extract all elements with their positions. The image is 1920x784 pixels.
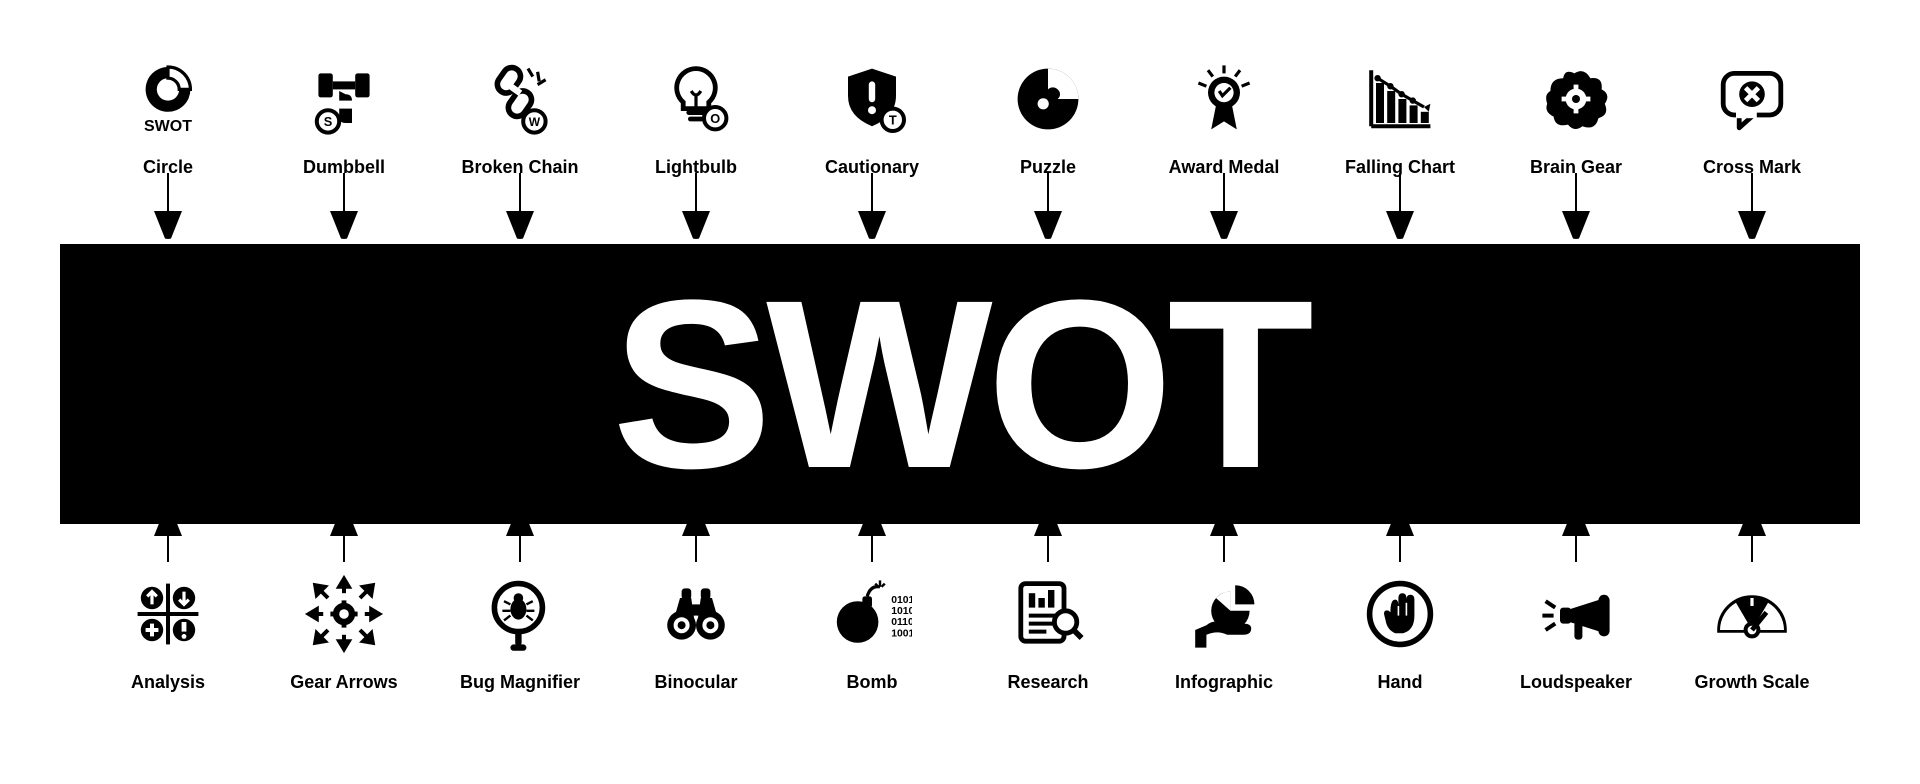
label: Loudspeaker [1520, 672, 1632, 693]
quadrant-icons-icon [124, 570, 212, 658]
cell-gear-arrows: Gear Arrows [256, 570, 432, 693]
label: Growth Scale [1694, 672, 1809, 693]
label: Binocular [654, 672, 737, 693]
connector [1047, 522, 1049, 562]
cell-bomb: 0101 1010 0110 1001 Bomb [784, 570, 960, 693]
icon-row-bottom: Analysis Gear Arrows [0, 570, 1920, 693]
connector [343, 522, 345, 562]
connector [167, 173, 169, 225]
doc-magnifier-icon [1004, 570, 1092, 658]
connector [871, 522, 873, 562]
label: Hand [1378, 672, 1423, 693]
cell-binocular: Binocular [608, 570, 784, 693]
cell-broken-chain: W Broken Chain [432, 55, 608, 178]
award-medal-icon [1180, 55, 1268, 143]
connector [1223, 522, 1225, 562]
cell-brain-gear: Brain Gear [1488, 55, 1664, 178]
hand-pie-icon [1180, 570, 1268, 658]
cell-lightbulb: O Lightbulb [608, 55, 784, 178]
cell-hand: Hand [1312, 570, 1488, 693]
connector [1399, 522, 1401, 562]
cell-research: Research [960, 570, 1136, 693]
cell-award-medal: Award Medal [1136, 55, 1312, 178]
svg-text:1001: 1001 [891, 628, 912, 639]
swot-donut-icon: SWOT [124, 55, 212, 143]
connector [1223, 173, 1225, 225]
connector [1751, 522, 1753, 562]
svg-text:W: W [529, 115, 541, 129]
cell-cross-mark: Cross Mark [1664, 55, 1840, 178]
label: Research [1007, 672, 1088, 693]
bomb-binary-icon: 0101 1010 0110 1001 [828, 570, 916, 658]
lightbulb-icon: O [652, 55, 740, 143]
puzzle-circle-icon [1004, 55, 1092, 143]
svg-text:O: O [710, 111, 720, 126]
label: Gear Arrows [290, 672, 397, 693]
label: Bug Magnifier [460, 672, 580, 693]
megaphone-icon [1532, 570, 1620, 658]
svg-text:0101: 0101 [891, 595, 912, 606]
speech-cross-icon [1708, 55, 1796, 143]
dumbbell-hand-icon: S [300, 55, 388, 143]
label: Infographic [1175, 672, 1273, 693]
icon-row-top: SWOT Circle S Dumbbell [0, 55, 1920, 178]
label: Bomb [847, 672, 898, 693]
connector [695, 173, 697, 225]
binocular-icon [652, 570, 740, 658]
bug-magnifier-icon [476, 570, 564, 658]
hand-circle-icon [1356, 570, 1444, 658]
falling-chart-icon [1356, 55, 1444, 143]
connector [519, 522, 521, 562]
cell-circle: SWOT Circle [80, 55, 256, 178]
shield-warn-icon: T [828, 55, 916, 143]
connector [871, 173, 873, 225]
cell-infographic: Infographic [1136, 570, 1312, 693]
cell-dumbbell: S Dumbbell [256, 55, 432, 178]
title-banner: SWOT [60, 244, 1860, 524]
label: Analysis [131, 672, 205, 693]
connector [1575, 173, 1577, 225]
page-title: SWOT [612, 264, 1308, 504]
connector [167, 522, 169, 562]
connector [343, 173, 345, 225]
connector [1575, 522, 1577, 562]
connector [519, 173, 521, 225]
cell-bug-magnifier: Bug Magnifier [432, 570, 608, 693]
cell-analysis: Analysis [80, 570, 256, 693]
gauge-icon [1708, 570, 1796, 658]
cell-puzzle: Puzzle [960, 55, 1136, 178]
connector [695, 522, 697, 562]
svg-text:SWOT: SWOT [144, 118, 192, 135]
cell-cautionary: T Cautionary [784, 55, 960, 178]
connector [1399, 173, 1401, 225]
cell-falling-chart: Falling Chart [1312, 55, 1488, 178]
cell-growth-scale: Growth Scale [1664, 570, 1840, 693]
gear-arrows-icon [300, 570, 388, 658]
connector [1751, 173, 1753, 225]
svg-text:0110: 0110 [891, 617, 912, 628]
brain-gear-icon [1532, 55, 1620, 143]
svg-text:1010: 1010 [891, 606, 912, 617]
svg-text:S: S [324, 114, 333, 129]
broken-chain-icon: W [476, 55, 564, 143]
connector [1047, 173, 1049, 225]
svg-text:T: T [889, 113, 897, 128]
cell-loudspeaker: Loudspeaker [1488, 570, 1664, 693]
